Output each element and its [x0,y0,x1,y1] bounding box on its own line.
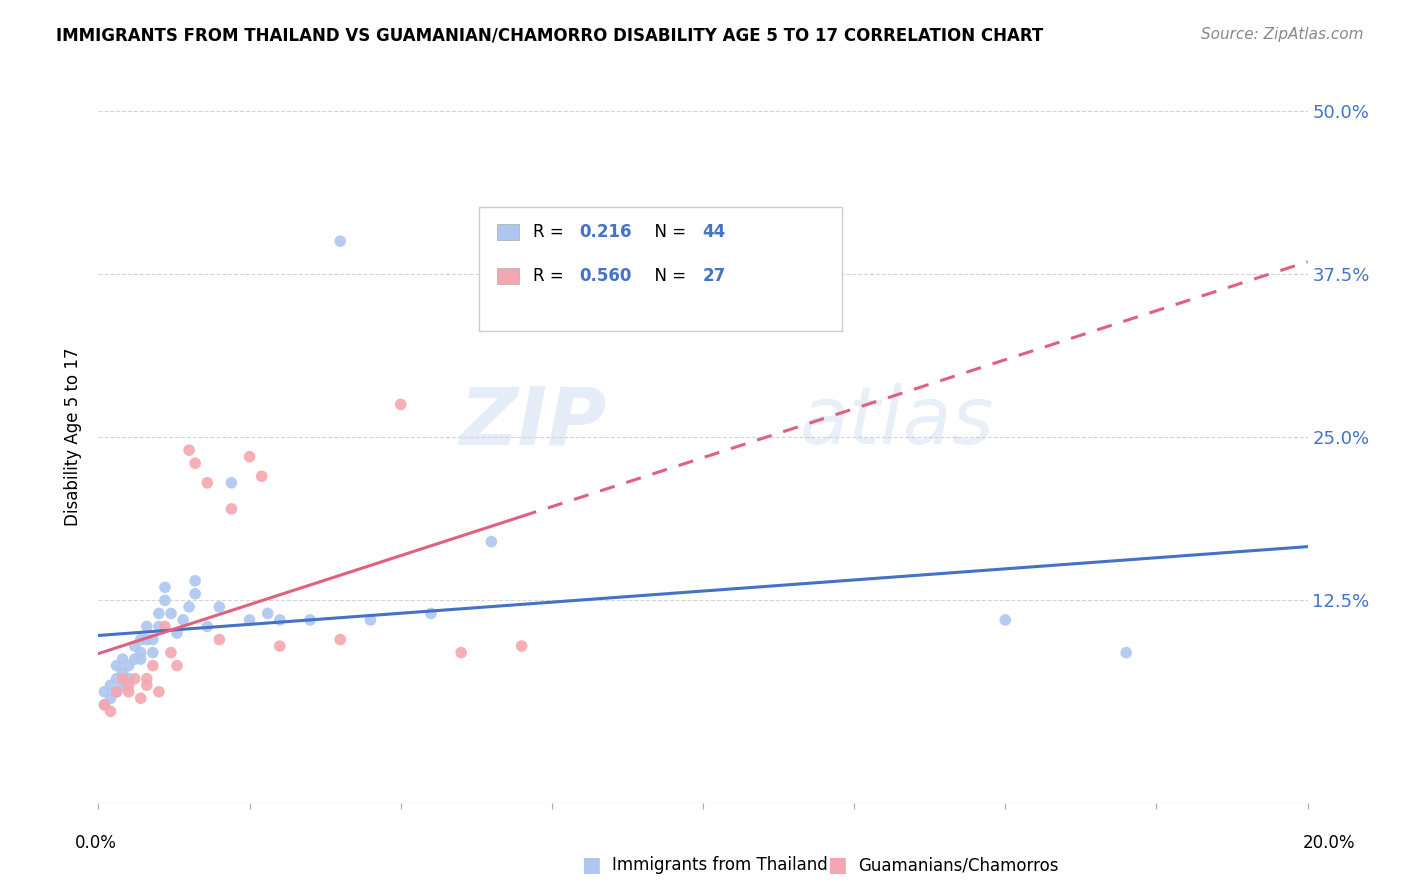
Point [111,672,134,686]
Point [389,397,412,411]
Y-axis label: Disability Age 5 to 17: Disability Age 5 to 17 [65,348,83,526]
Point [142,632,165,647]
Point [135,619,157,633]
Point [105,672,128,686]
Text: ZIP: ZIP [458,384,606,461]
Point [118,678,141,692]
Point [166,626,188,640]
Point [142,646,165,660]
Point [135,678,157,692]
Point [124,652,146,666]
Point [135,632,157,647]
Text: R =: R = [533,223,569,241]
Point [124,639,146,653]
Point [129,652,152,666]
Point [93,698,115,712]
Point [153,593,176,607]
Point [184,587,207,601]
Point [195,475,218,490]
Point [93,698,115,712]
Point [111,665,134,680]
Point [160,607,183,621]
Point [481,534,503,549]
Point [100,678,122,692]
Point [111,652,134,666]
Point [269,613,291,627]
Text: atlas: atlas [800,384,994,461]
Point [118,672,141,686]
Point [184,574,207,588]
Point [250,469,273,483]
Text: N =: N = [644,268,692,285]
Point [129,646,152,660]
Point [450,646,472,660]
Point [256,607,278,621]
Point [135,672,157,686]
Text: 44: 44 [703,223,725,241]
Text: 0.216: 0.216 [579,223,631,241]
Point [124,672,146,686]
FancyBboxPatch shape [479,207,842,331]
Point [221,502,243,516]
Point [184,456,207,470]
Point [195,619,218,633]
Point [129,691,152,706]
Point [105,685,128,699]
Point [179,599,201,614]
Point [510,639,533,653]
Point [166,658,188,673]
Text: 0.560: 0.560 [579,268,631,285]
Text: ■: ■ [581,855,600,875]
FancyBboxPatch shape [498,224,519,240]
Point [994,613,1017,627]
Point [239,450,262,464]
Text: R =: R = [533,268,569,285]
Point [269,639,291,653]
Text: N =: N = [644,223,692,241]
Point [118,658,141,673]
Point [118,685,141,699]
Point [148,619,170,633]
Point [142,658,165,673]
Point [93,685,115,699]
Point [208,632,231,647]
Point [208,599,231,614]
Text: 20.0%: 20.0% [1302,834,1355,852]
Point [105,658,128,673]
Point [239,613,262,627]
Point [221,475,243,490]
Point [1115,646,1137,660]
Point [172,613,194,627]
Text: 0.0%: 0.0% [75,834,117,852]
Point [360,613,382,627]
Point [100,691,122,706]
Text: Immigrants from Thailand: Immigrants from Thailand [612,856,827,874]
FancyBboxPatch shape [498,268,519,285]
Point [329,234,352,248]
Point [105,685,128,699]
Point [420,607,443,621]
Text: Source: ZipAtlas.com: Source: ZipAtlas.com [1201,27,1364,42]
Text: IMMIGRANTS FROM THAILAND VS GUAMANIAN/CHAMORRO DISABILITY AGE 5 TO 17 CORRELATIO: IMMIGRANTS FROM THAILAND VS GUAMANIAN/CH… [56,27,1043,45]
Point [179,443,201,458]
Point [129,632,152,647]
Text: ■: ■ [827,855,846,875]
Point [100,705,122,719]
Point [148,685,170,699]
Text: Guamanians/Chamorros: Guamanians/Chamorros [858,856,1059,874]
Point [153,619,176,633]
Text: 27: 27 [703,268,725,285]
Point [153,580,176,594]
Point [160,646,183,660]
Point [299,613,322,627]
Point [111,678,134,692]
Point [329,632,352,647]
Point [148,607,170,621]
